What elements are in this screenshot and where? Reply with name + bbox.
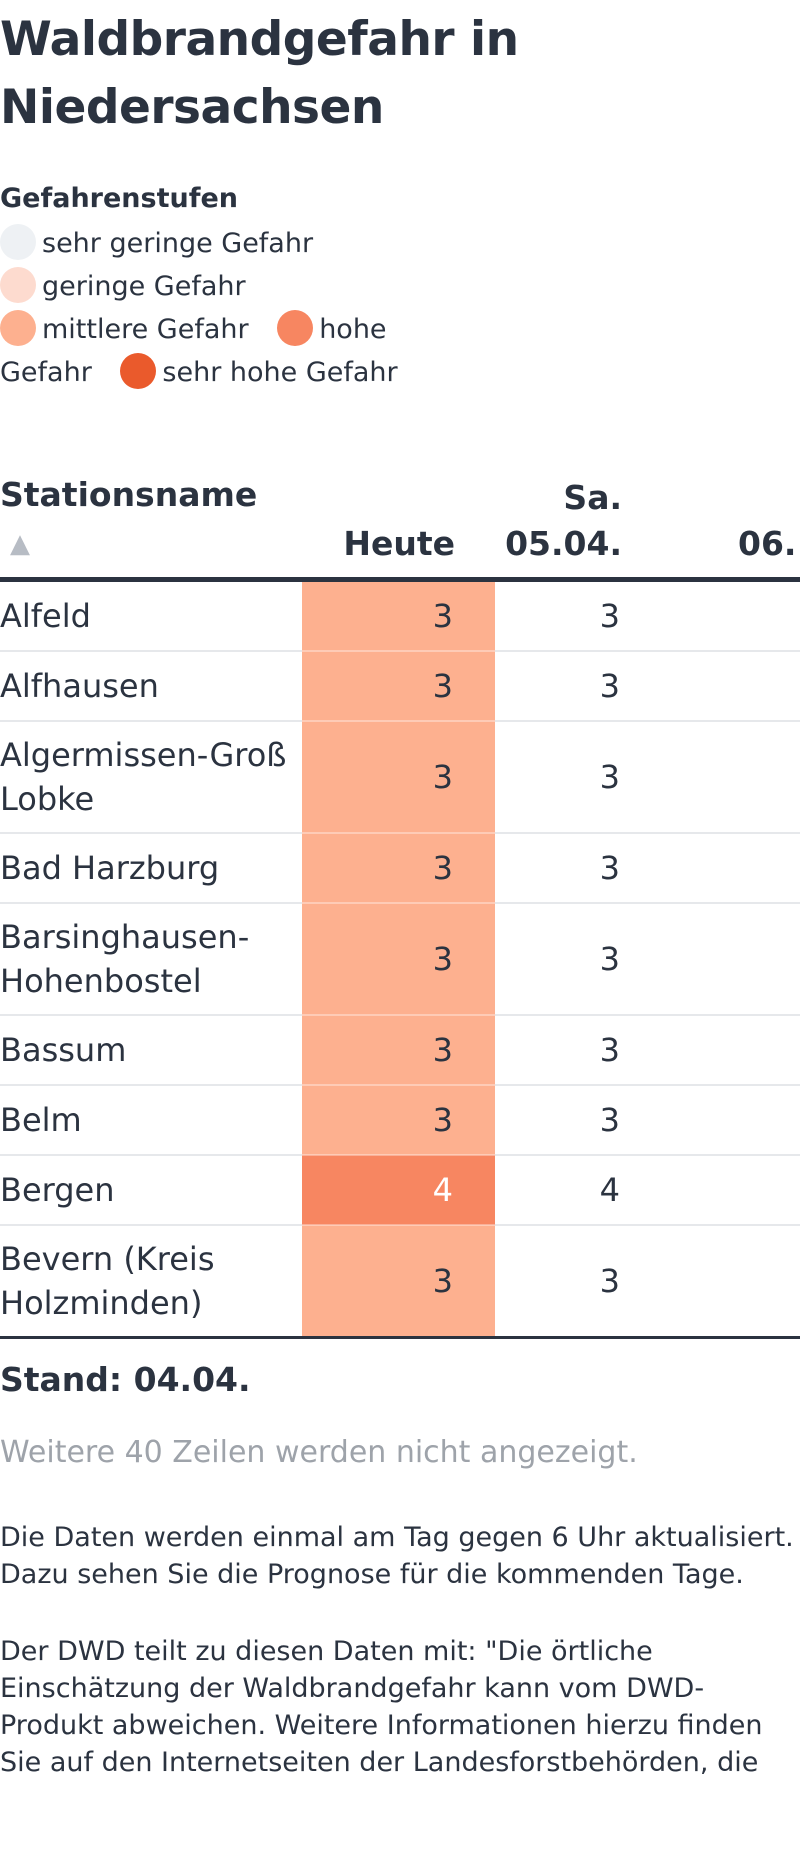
table-row: Algermissen-Groß Lobke 3 3: [0, 721, 800, 834]
column-header-day2[interactable]: 06.: [662, 472, 800, 582]
station-name: Alfeld: [0, 579, 302, 652]
legend-label: mittlere Gefahr: [42, 314, 249, 345]
station-name: Alfhausen: [0, 651, 302, 722]
legend: Gefahrenstufen sehr geringe Gefahr gerin…: [0, 180, 420, 394]
legend-swatch: [0, 223, 36, 260]
day2-value: [662, 1155, 800, 1226]
column-header-day1-weekday: Sa.: [563, 478, 622, 517]
data-timestamp: Stand: 04.04.: [0, 1360, 251, 1399]
legend-label: hohe Gefahr: [0, 314, 387, 388]
column-header-station-label: Stationsname: [0, 475, 258, 514]
column-header-today[interactable]: Heute: [302, 472, 495, 582]
legend-item: geringe Gefahr: [0, 266, 246, 303]
fire-danger-table: Stationsname ▲ Heute Sa. 05.04. 06. Alfe…: [0, 472, 800, 1339]
day1-value: 3: [495, 1225, 662, 1339]
station-name: Bevern (Kreis Holzminden): [0, 1225, 302, 1339]
today-value: 3: [302, 833, 495, 904]
today-value: 4: [302, 1155, 495, 1226]
column-header-day2-date: 06.: [738, 524, 797, 563]
dwd-notice-paragraph: Der DWD teilt zu diesen Daten mit: "Die …: [0, 1636, 763, 1778]
day1-value: 3: [495, 833, 662, 904]
sort-ascending-icon[interactable]: ▲: [10, 529, 30, 559]
table-body: Alfeld 3 3 Alfhausen 3 3 Algermissen-Gro…: [0, 579, 800, 1339]
legend-items: sehr geringe Gefahr geringe Gefahr mittl…: [0, 222, 420, 394]
day1-value: 3: [495, 651, 662, 722]
station-name: Bergen: [0, 1155, 302, 1226]
day2-value: [662, 1015, 800, 1086]
day1-value: 3: [495, 579, 662, 652]
table-row: Alfhausen 3 3: [0, 651, 800, 722]
station-name: Bad Harzburg: [0, 833, 302, 904]
legend-label: sehr hohe Gefahr: [162, 357, 398, 388]
table-header-row: Stationsname ▲ Heute Sa. 05.04. 06.: [0, 472, 800, 582]
day2-value: [662, 651, 800, 722]
description-paragraph: Die Daten werden einmal am Tag gegen 6 U…: [0, 1522, 794, 1590]
today-value: 3: [302, 721, 495, 834]
day1-value: 3: [495, 721, 662, 834]
table-row: Bassum 3 3: [0, 1015, 800, 1086]
legend-swatch: [277, 309, 314, 346]
legend-label: geringe Gefahr: [42, 271, 246, 302]
day1-value: 3: [495, 1015, 662, 1086]
day2-value: [662, 1225, 800, 1339]
table-row: Barsinghausen-Hohenbostel 3 3: [0, 903, 800, 1016]
day2-value: [662, 903, 800, 1016]
column-header-day1[interactable]: Sa. 05.04.: [495, 472, 662, 582]
table-row: Alfeld 3 3: [0, 579, 800, 652]
today-value: 3: [302, 651, 495, 722]
today-value: 3: [302, 579, 495, 652]
station-name: Algermissen-Groß Lobke: [0, 721, 302, 834]
column-header-today-label: Heute: [343, 524, 455, 563]
day1-value: 4: [495, 1155, 662, 1226]
day1-value: 3: [495, 903, 662, 1016]
page-title: Waldbrandgefahr in Niedersachsen: [0, 12, 519, 135]
table-row: Bevern (Kreis Holzminden) 3 3: [0, 1225, 800, 1339]
table-row: Bergen 4 4: [0, 1155, 800, 1226]
legend-label: sehr geringe Gefahr: [42, 228, 314, 259]
table-row: Belm 3 3: [0, 1085, 800, 1156]
column-header-day1-date: 05.04.: [505, 524, 622, 563]
legend-swatch: [0, 309, 36, 346]
day2-value: [662, 1085, 800, 1156]
legend-item: sehr geringe Gefahr: [0, 223, 314, 260]
table-row: Bad Harzburg 3 3: [0, 833, 800, 904]
legend-swatch: [120, 352, 157, 389]
today-value: 3: [302, 1015, 495, 1086]
day2-value: [662, 579, 800, 652]
day1-value: 3: [495, 1085, 662, 1156]
today-value: 3: [302, 903, 495, 1016]
station-name: Belm: [0, 1085, 302, 1156]
hidden-rows-note: Weitere 40 Zeilen werden nicht angezeigt…: [0, 1435, 638, 1470]
legend-item: sehr hohe Gefahr: [120, 352, 398, 389]
legend-item: mittlere Gefahr: [0, 309, 249, 346]
station-name: Barsinghausen-Hohenbostel: [0, 903, 302, 1016]
station-name: Bassum: [0, 1015, 302, 1086]
legend-item: hohe Gefahr: [0, 309, 387, 388]
legend-swatch: [0, 266, 36, 303]
day2-value: [662, 833, 800, 904]
day2-value: [662, 721, 800, 834]
today-value: 3: [302, 1225, 495, 1339]
today-value: 3: [302, 1085, 495, 1156]
column-header-station[interactable]: Stationsname ▲: [0, 472, 302, 582]
legend-title: Gefahrenstufen: [0, 183, 238, 214]
